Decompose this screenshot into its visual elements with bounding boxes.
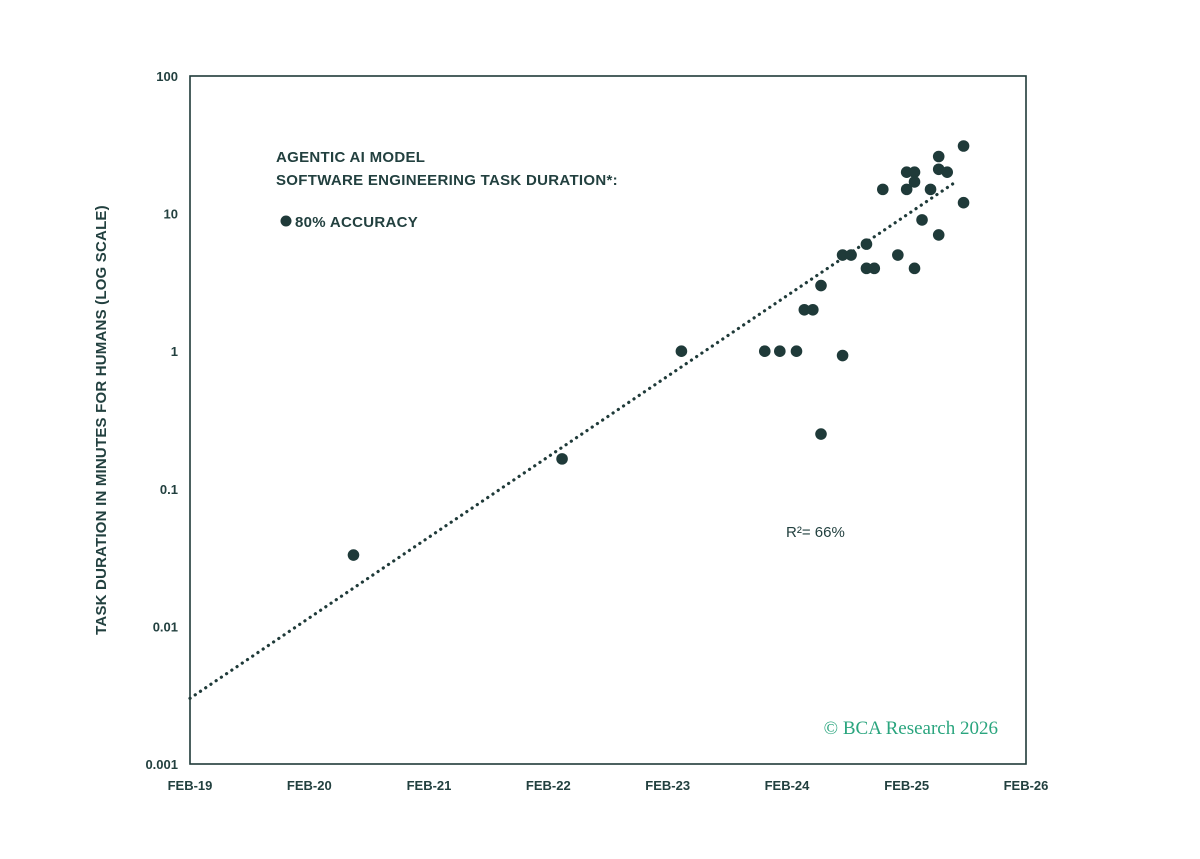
data-point-20: [908, 166, 921, 178]
data-point-29: [957, 140, 970, 152]
y-tick-labels: 0.001 0.01 0.1 1 10 100: [145, 69, 178, 772]
data-point-6: [798, 303, 811, 316]
data-point-25: [932, 150, 945, 163]
y-tick-label-3: 1: [171, 344, 178, 359]
data-point-9: [815, 428, 827, 440]
x-tick-label-3: FEB-22: [526, 778, 571, 793]
trendline-layer: [188, 180, 958, 700]
x-tick-label-0: FEB-19: [168, 778, 213, 793]
x-tick-label-5: FEB-24: [765, 778, 811, 793]
trendline: [188, 180, 958, 700]
data-point-7: [807, 303, 819, 316]
x-tick-label-2: FEB-21: [407, 778, 452, 793]
chart-title-line-1: AGENTIC AI MODEL: [276, 149, 425, 166]
data-point-15: [868, 262, 881, 275]
data-point-8: [815, 279, 827, 292]
r-squared-annotation: R²= 66%: [786, 524, 845, 541]
x-tick-label-6: FEB-25: [884, 778, 929, 793]
x-tick-label-7: FEB-26: [1004, 778, 1049, 793]
data-point-2: [675, 345, 688, 358]
data-point-23: [916, 214, 928, 226]
data-point-10: [836, 249, 849, 261]
y-tick-label-4: 10: [164, 207, 178, 222]
x-tick-label-1: FEB-20: [287, 778, 332, 793]
data-point-3: [758, 345, 771, 358]
chart-title-line-2: SOFTWARE ENGINEERING TASK DURATION*:: [276, 172, 618, 189]
x-tick-labels: FEB-19 FEB-20 FEB-21 FEB-22 FEB-23 FEB-24 FEB-…: [168, 778, 1049, 793]
legend-label: 80% ACCURACY: [295, 214, 418, 231]
data-point-17: [892, 249, 904, 261]
data-point-27: [932, 229, 945, 241]
data-point-30: [957, 196, 970, 209]
data-points-layer: [347, 140, 970, 561]
y-axis-title: TASK DURATION IN MINUTES FOR HUMANS (LOG…: [93, 205, 110, 635]
bca-credit: © BCA Research 2026: [824, 718, 998, 739]
data-point-19: [900, 183, 913, 196]
x-tick-label-4: FEB-23: [645, 778, 690, 793]
data-point-4: [774, 345, 786, 358]
y-tick-label-0: 0.001: [145, 757, 178, 772]
data-point-5: [790, 345, 803, 358]
data-point-16: [876, 183, 889, 196]
y-tick-label-1: 0.01: [153, 619, 178, 634]
data-point-24: [924, 183, 937, 196]
y-tick-label-5: 100: [156, 69, 178, 84]
plot-frame: [189, 75, 1027, 765]
data-point-1: [556, 453, 568, 465]
data-point-0: [347, 549, 360, 561]
data-point-13: [860, 238, 873, 250]
y-tick-label-2: 0.1: [160, 482, 178, 497]
legend-marker: [280, 215, 292, 227]
data-point-28: [941, 166, 954, 178]
data-point-21: [908, 176, 921, 188]
data-point-22: [908, 262, 921, 275]
data-point-11: [836, 349, 849, 362]
data-point-12: [845, 249, 857, 261]
